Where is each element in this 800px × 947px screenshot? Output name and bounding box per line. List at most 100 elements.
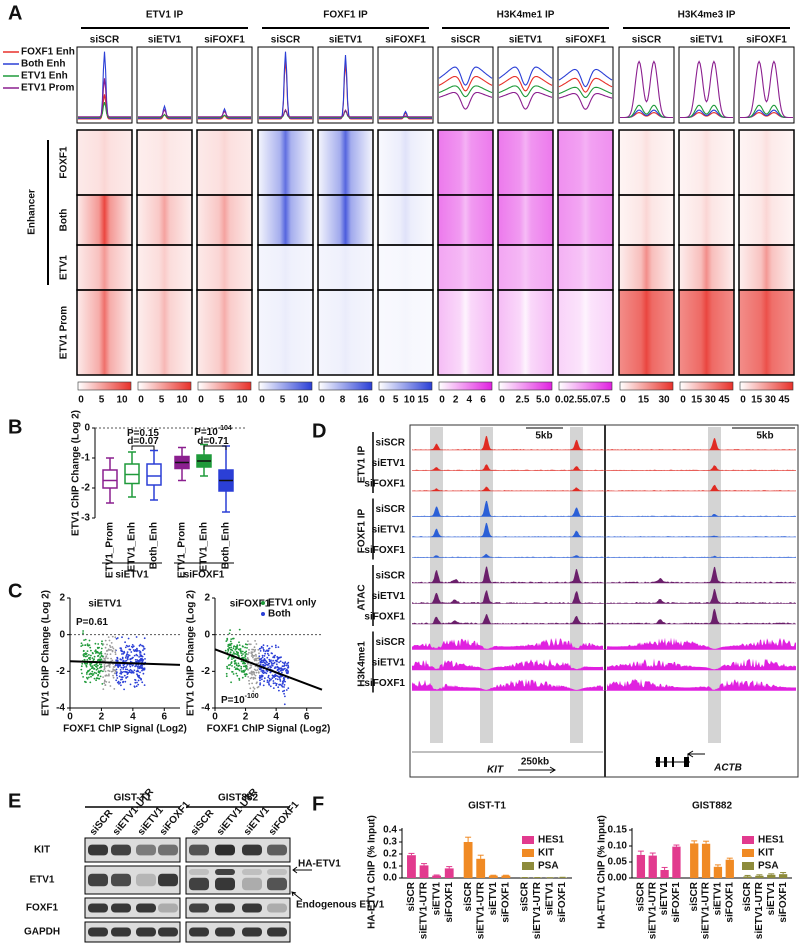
group-label: siETV1 xyxy=(115,570,149,581)
bar xyxy=(463,842,473,878)
scatter-dot xyxy=(98,663,101,665)
x-tick-label: siETV1 xyxy=(488,882,499,916)
scatter-dot xyxy=(259,677,261,680)
scatter-dot xyxy=(275,659,278,662)
scatter-dot xyxy=(242,662,244,665)
scatter-dot xyxy=(103,657,106,660)
p-value-sup: -100 xyxy=(245,693,259,700)
scatter-dot xyxy=(117,664,120,667)
scatter-dot xyxy=(136,659,139,661)
row-label: ETV1 Prom xyxy=(59,306,70,359)
scatter-dot xyxy=(236,674,239,677)
scatter-dot xyxy=(285,670,288,672)
scatter-dot xyxy=(227,643,230,646)
scatter-dot xyxy=(250,652,253,655)
profile-curve xyxy=(78,101,131,119)
profile-curve xyxy=(438,66,493,86)
annotation-base: d=0.07 xyxy=(127,436,159,447)
legend-swatch xyxy=(742,862,754,870)
scatter-dot xyxy=(128,648,131,651)
legend-label: HES1 xyxy=(538,835,565,846)
scatter-dot xyxy=(260,657,263,660)
scatter-dot xyxy=(238,664,241,667)
scatter-dot xyxy=(122,664,125,667)
colorbar-tick: 16 xyxy=(357,395,369,406)
y-axis-label: ETV1 ChIP Change (Log 2) xyxy=(41,590,52,716)
scatter-dot xyxy=(259,679,261,682)
annotation: d=0.71 xyxy=(197,436,229,447)
scatter-dot xyxy=(279,678,281,681)
scatter-dot xyxy=(139,654,142,656)
scatter-dot xyxy=(232,647,235,650)
colorbar-tick: 10 xyxy=(404,395,416,406)
scatter-dot xyxy=(112,676,115,679)
exon xyxy=(684,757,689,767)
scatter-dot xyxy=(93,667,96,670)
scatter-dot xyxy=(83,639,85,641)
scatter-dot xyxy=(122,659,125,662)
scatter-dot xyxy=(287,664,289,667)
scatter-dot xyxy=(80,645,83,647)
plot-title: siETV1 xyxy=(88,599,122,610)
scatter-dot xyxy=(104,670,107,673)
scatter-dot xyxy=(88,639,91,642)
scatter-dot xyxy=(108,673,110,676)
scatter-dot xyxy=(81,672,83,675)
heatmap-block xyxy=(738,194,795,246)
scatter-dot xyxy=(107,664,110,667)
scatter-dot xyxy=(274,678,277,680)
scatter-dot xyxy=(274,654,276,657)
track-signal xyxy=(607,608,796,624)
panel-letter: A xyxy=(8,2,22,24)
profile-curve xyxy=(379,112,432,120)
scatter-dot xyxy=(244,666,247,668)
scatter-dot xyxy=(108,666,111,668)
scatter-dot xyxy=(137,683,140,686)
category-label: ETV1_Prom xyxy=(177,522,188,578)
scatter-dot xyxy=(266,679,269,682)
scatter-dot xyxy=(82,676,84,678)
blot-band xyxy=(136,873,156,887)
blot-band xyxy=(111,927,131,937)
scatter-dot xyxy=(121,676,124,679)
scatter-dot xyxy=(82,650,85,652)
profile-curve xyxy=(498,75,553,92)
heatmap-block xyxy=(738,129,795,196)
blot xyxy=(185,921,291,943)
scatter-dot xyxy=(278,683,281,686)
scatter-dot xyxy=(225,672,228,675)
scatter-dot xyxy=(254,640,256,642)
scatter-dot xyxy=(108,649,111,651)
y-tick-label: 0.15 xyxy=(608,825,628,836)
track-label: siSCR xyxy=(376,637,406,648)
scatter-dot xyxy=(258,655,261,658)
scatter-dot xyxy=(278,661,280,664)
track-label: siETV1 xyxy=(372,458,406,469)
scatter-dot xyxy=(285,664,288,667)
scatter-dot xyxy=(113,688,116,690)
scatter-dot xyxy=(270,678,272,681)
scatter-dot xyxy=(240,667,243,670)
track-signal xyxy=(412,553,603,558)
scatter-dot xyxy=(278,689,280,692)
annotation: d=0.07 xyxy=(127,436,159,447)
scatter-dot xyxy=(103,668,106,671)
scatter-dot xyxy=(90,649,92,652)
scatter-dot xyxy=(104,659,107,662)
scatter-dot xyxy=(90,662,93,665)
scatter-dot xyxy=(122,681,124,684)
scatter-dot xyxy=(124,641,126,644)
heatmap-block xyxy=(76,244,133,291)
blot-band xyxy=(215,877,235,891)
scatter-dot xyxy=(269,685,272,688)
scatter-dot xyxy=(122,668,125,670)
p-value: P=0.61 xyxy=(76,617,108,628)
y-tick-label: 0.2 xyxy=(383,849,397,860)
highlight xyxy=(480,427,493,743)
scatter-dot xyxy=(243,670,246,673)
scatter-dot xyxy=(238,677,241,680)
scatter-dot xyxy=(95,679,97,682)
scatter-dot xyxy=(243,651,246,654)
sample-label: siSCR xyxy=(90,35,120,46)
scatter-dot xyxy=(244,655,247,658)
